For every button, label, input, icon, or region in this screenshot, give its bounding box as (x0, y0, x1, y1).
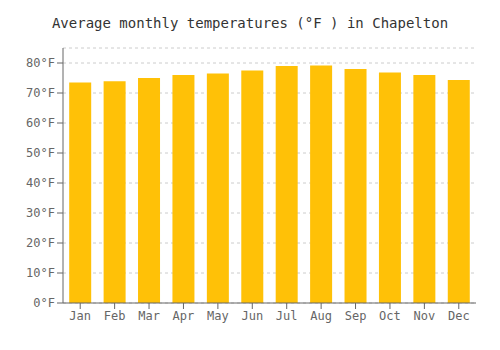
svg-text:50°F: 50°F (26, 146, 55, 160)
svg-text:30°F: 30°F (26, 206, 55, 220)
svg-text:0°F: 0°F (33, 296, 55, 310)
svg-text:Jul: Jul (276, 309, 298, 323)
svg-text:Nov: Nov (414, 309, 436, 323)
svg-text:Feb: Feb (104, 309, 126, 323)
svg-text:80°F: 80°F (26, 56, 55, 70)
svg-text:Oct: Oct (379, 309, 401, 323)
svg-text:Apr: Apr (173, 309, 195, 323)
svg-text:40°F: 40°F (26, 176, 55, 190)
svg-text:Sep: Sep (345, 309, 367, 323)
svg-text:May: May (207, 309, 229, 323)
html-text:Average monthly temperatures (: Average monthly temperatures (°F ) in Ch… (51, 15, 449, 31)
svg-text:Aug: Aug (310, 309, 332, 323)
svg-text:Jan: Jan (69, 309, 91, 323)
svg-text:Mar: Mar (138, 309, 160, 323)
svg-text:70°F: 70°F (26, 86, 55, 100)
svg-text:60°F: 60°F (26, 116, 55, 130)
svg-text:Dec: Dec (448, 309, 470, 323)
svg-text:10°F: 10°F (26, 266, 55, 280)
svg-text:Jun: Jun (241, 309, 263, 323)
svg-text:20°F: 20°F (26, 236, 55, 250)
